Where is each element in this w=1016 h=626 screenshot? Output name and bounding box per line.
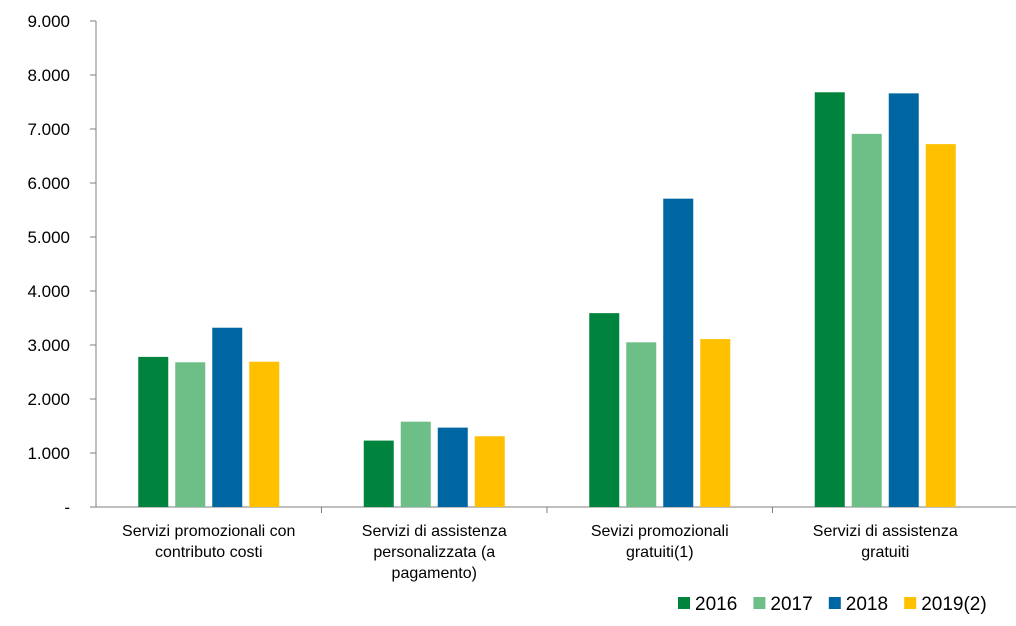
bars bbox=[138, 92, 956, 508]
bar-2019(2)-cat-0 bbox=[249, 361, 280, 507]
bar-2018-cat-3 bbox=[888, 93, 919, 508]
x-category-label: pagamento) bbox=[392, 565, 477, 582]
legend-label-2018: 2018 bbox=[846, 594, 888, 615]
x-category-label: Servizi di assistenza bbox=[362, 523, 507, 540]
legend-swatch-2017 bbox=[753, 597, 766, 609]
y-tick-label: 5.000 bbox=[27, 228, 70, 247]
bar-2016-cat-0 bbox=[138, 356, 169, 507]
legend-swatch-2016 bbox=[678, 597, 690, 609]
bar-2016-cat-1 bbox=[363, 440, 394, 507]
bar-2017-cat-3 bbox=[851, 133, 882, 508]
y-axis-ticks: - 1.000 2.000 3.000 4.000 5.000 6.000 7.000 8.00… bbox=[27, 12, 96, 517]
bar-2017-cat-1 bbox=[400, 421, 431, 507]
x-category-label: Servizi promozionali con bbox=[122, 523, 295, 540]
x-category-label: gratuiti(1) bbox=[626, 544, 694, 561]
legend-label-2017: 2017 bbox=[770, 594, 812, 615]
y-tick-label: 2.000 bbox=[27, 390, 70, 409]
y-tick-label: 6.000 bbox=[27, 174, 70, 193]
legend-swatch-2018 bbox=[828, 597, 841, 609]
legend-label-2019(2): 2019(2) bbox=[921, 594, 987, 615]
y-tick-label: 7.000 bbox=[27, 120, 70, 139]
x-category-label: Servizi di assistenza bbox=[813, 523, 958, 540]
bar-2018-cat-1 bbox=[437, 427, 468, 507]
x-category-label: personalizzata (a bbox=[373, 544, 495, 561]
bar-2019(2)-cat-3 bbox=[925, 144, 956, 507]
bar-2016-cat-2 bbox=[589, 313, 620, 507]
bar-2018-cat-2 bbox=[663, 198, 694, 507]
y-tick-label: - bbox=[64, 498, 70, 517]
x-category-label: gratuiti bbox=[861, 544, 909, 561]
bar-2018-cat-0 bbox=[212, 327, 243, 507]
legend-label-2016: 2016 bbox=[695, 594, 737, 615]
x-axis-labels: Servizi promozionali con contributo costi… bbox=[122, 507, 958, 582]
legend-swatch-2019(2) bbox=[904, 597, 917, 609]
y-tick-label: 1.000 bbox=[27, 444, 70, 463]
x-category-label: contributo costi bbox=[155, 544, 263, 561]
bar-2017-cat-0 bbox=[175, 362, 206, 507]
y-tick-label: 8.000 bbox=[27, 66, 70, 85]
y-tick-label: 3.000 bbox=[27, 336, 70, 355]
legend: 2016 2017 2018 2019(2) bbox=[678, 594, 987, 615]
bar-2017-cat-2 bbox=[626, 342, 657, 507]
bar-2019(2)-cat-1 bbox=[474, 436, 505, 507]
x-category-label: Sevizi promozionali bbox=[591, 523, 729, 540]
bar-2019(2)-cat-2 bbox=[700, 339, 731, 507]
y-tick-label: 4.000 bbox=[27, 282, 70, 301]
bar-2016-cat-3 bbox=[814, 92, 845, 507]
y-tick-label: 9.000 bbox=[27, 12, 70, 31]
